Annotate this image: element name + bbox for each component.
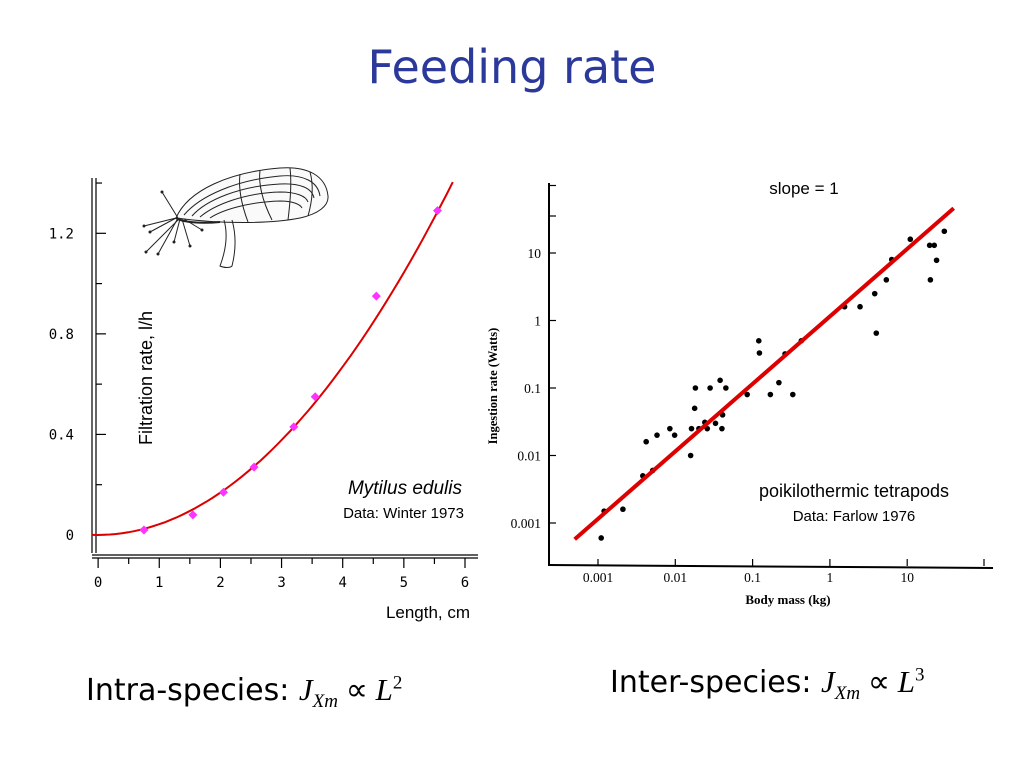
inter-formula-exp: 3: [915, 664, 925, 686]
intra-formula-sub: Xm: [312, 691, 338, 713]
inter-formula-sub: Xm: [834, 683, 861, 705]
right-data-point: [643, 438, 649, 445]
left-data-point: [310, 392, 320, 402]
mussel-illustration: [142, 167, 329, 268]
right-y-tick-label: 1: [534, 314, 541, 329]
left-data-points: [139, 206, 442, 535]
left-x-tick-label: 2: [216, 575, 224, 591]
intra-formula-exp: 2: [392, 672, 403, 694]
right-data-point: [671, 432, 678, 438]
right-data-point: [688, 425, 695, 432]
right-source-annotation: Data: Farlow 1976: [793, 508, 916, 525]
right-data-point: [717, 377, 723, 384]
inter-formula-j: J: [821, 664, 835, 699]
right-x-tick-label: 0.1: [744, 570, 761, 585]
right-tick-labels: 0.001 0.01 0.1 1 10 0.001 0.01 0.1 1 10: [511, 246, 915, 585]
right-data-point: [723, 385, 729, 391]
right-data-point: [776, 379, 782, 386]
right-data-point: [857, 303, 863, 310]
right-data-point: [620, 506, 626, 513]
inter-formula-prefix: Inter-species:: [610, 665, 822, 700]
left-data-point: [188, 510, 198, 520]
inter-formula-l: L: [897, 664, 916, 699]
right-data-point: [941, 228, 948, 235]
inter-formula-prop: ∝: [867, 664, 891, 699]
right-y-tick-label: 10: [528, 246, 542, 261]
right-data-point: [927, 277, 934, 283]
slope-annotation: slope = 1: [769, 179, 838, 198]
right-y-tick-label: 0.1: [524, 381, 541, 396]
right-data-point: [933, 257, 940, 264]
left-x-tick-label: 4: [338, 575, 346, 591]
left-data-point: [139, 525, 149, 535]
left-source-annotation: Data: Winter 1973: [343, 505, 464, 522]
right-x-tick-label: 0.01: [663, 570, 687, 585]
left-data-point: [289, 422, 299, 432]
right-data-point: [907, 236, 914, 243]
right-data-point: [598, 535, 604, 541]
intra-species-formula: Intra-species: JXm ∝ L2: [86, 672, 402, 713]
intra-formula-l: L: [375, 672, 393, 707]
inter-species-formula: Inter-species: JXm ∝ L3: [610, 664, 925, 705]
left-data-point: [249, 462, 259, 472]
right-data-point: [789, 391, 796, 398]
right-data-point: [883, 277, 890, 283]
right-x-tick-label: 10: [900, 570, 914, 585]
right-data-point: [667, 425, 673, 432]
right-data-point: [719, 425, 725, 432]
left-y-tick-label: 0.8: [49, 327, 74, 343]
left-x-tick-label: 6: [461, 575, 469, 591]
right-x-axis-label: Body mass (kg): [745, 592, 830, 607]
right-data-point: [744, 391, 750, 398]
right-data-point: [755, 338, 762, 344]
right-y-axis-label: Ingestion rate (Watts): [486, 328, 500, 445]
left-y-axis-label: Filtration rate, l/h: [136, 311, 156, 445]
right-data-point: [931, 242, 938, 249]
left-y-tick-label: 0: [66, 528, 74, 544]
intra-formula-j: J: [298, 672, 313, 707]
left-data-point: [218, 487, 228, 497]
right-y-tick-label: 0.01: [517, 449, 541, 464]
right-y-tick-label: 0.001: [511, 516, 541, 531]
left-data-point: [371, 291, 381, 301]
left-y-tick-label: 1.2: [49, 226, 74, 242]
right-x-tick-label: 0.001: [583, 570, 613, 585]
right-data-point: [873, 330, 880, 336]
left-tick-labels: 0 0.4 0.8 1.2 0 1 2 3 4 5 6: [49, 226, 470, 591]
quadratic-fit-curve: [91, 181, 454, 537]
left-x-tick-label: 3: [277, 575, 285, 591]
right-x-axis-line: [548, 564, 994, 569]
intra-formula-prop: ∝: [345, 672, 368, 707]
slope-one-fit-line: [573, 206, 956, 541]
right-data-point: [767, 391, 774, 398]
left-axes: [91, 178, 478, 568]
right-data-point: [692, 385, 699, 391]
right-x-tick-label: 1: [827, 570, 834, 585]
intra-formula-prefix: Intra-species:: [86, 673, 299, 708]
left-x-tick-label: 1: [155, 575, 163, 591]
right-data-point: [926, 242, 933, 249]
left-x-tick-label: 5: [400, 575, 408, 591]
left-x-axis-label: Length, cm: [386, 603, 470, 622]
right-data-point: [691, 405, 698, 412]
group-annotation: poikilothermic tetrapods: [759, 481, 949, 501]
left-x-tick-label: 0: [94, 575, 102, 591]
page-title: Feeding rate: [367, 40, 657, 94]
right-data-point: [687, 452, 694, 459]
left-y-tick-label: 0.4: [49, 427, 74, 443]
left-data-point: [432, 206, 442, 216]
right-data-point: [871, 290, 878, 297]
species-annotation: Mytilus edulis: [348, 478, 463, 499]
right-data-point: [756, 350, 763, 356]
right-data-point: [654, 432, 660, 438]
right-data-point: [707, 385, 713, 391]
right-axes: [548, 183, 994, 569]
right-data-point: [712, 420, 719, 427]
